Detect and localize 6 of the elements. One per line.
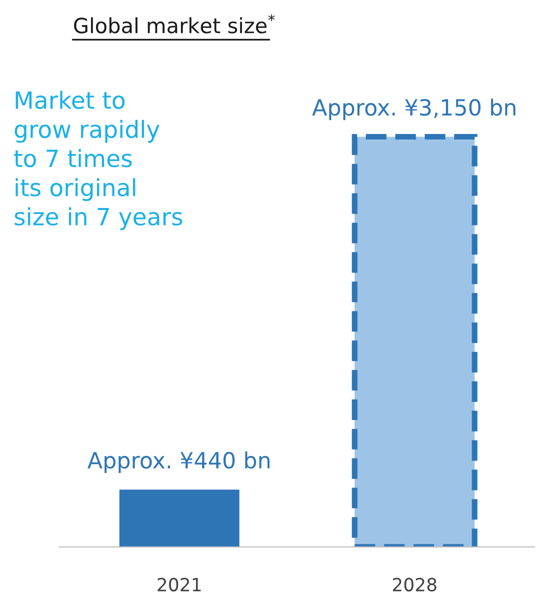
annotation: Market to grow rapidly to 7 times its original size in 7 years [14,90,182,230]
x-tick-label: 2028 [392,578,436,592]
data-label: Approx. ¥440 bn [88,451,270,473]
x-tick-label: 2021 [158,578,201,592]
data-label: Approx. ¥3,150 bn [312,98,516,120]
chart-title: Global market size$^{*}$ [74,14,275,34]
